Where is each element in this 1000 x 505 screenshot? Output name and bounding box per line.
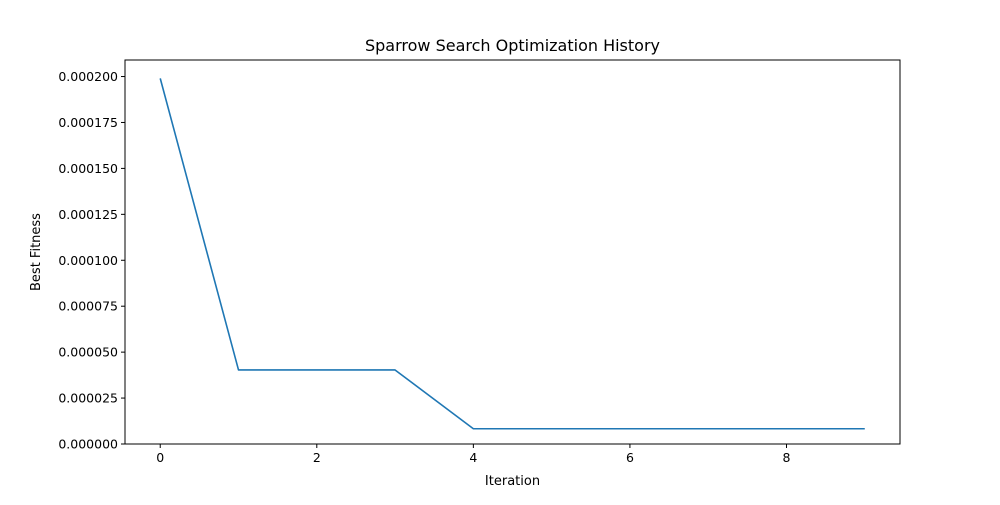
y-tick-label: 0.000100 [58, 253, 118, 268]
y-axis-label: Best Fitness [29, 213, 44, 291]
x-axis-ticks: 0 2 4 6 8 [156, 444, 791, 465]
plot-area [125, 60, 900, 444]
series-line [159, 78, 865, 430]
x-tick-label: 0 [156, 450, 164, 465]
y-tick-label: 0.000000 [58, 437, 118, 452]
x-tick-label: 2 [313, 450, 321, 465]
x-tick-label: 8 [783, 450, 791, 465]
y-tick-label: 0.000175 [58, 115, 118, 130]
y-tick-label: 0.000025 [58, 391, 118, 406]
plot-frame [124, 59, 901, 445]
x-axis-label: Iteration [485, 474, 540, 489]
x-tick-label: 6 [626, 450, 634, 465]
y-tick-label: 0.000125 [58, 207, 118, 222]
y-tick-label: 0.000200 [58, 69, 118, 84]
y-tick-label: 0.000050 [58, 345, 118, 360]
chart-title: Sparrow Search Optimization History [365, 36, 660, 55]
y-axis-ticks: 0.000000 0.000025 0.000050 0.000075 0.000100… [58, 69, 125, 452]
y-tick-label: 0.000150 [58, 161, 118, 176]
x-tick-label: 4 [469, 450, 477, 465]
y-tick-label: 0.000075 [58, 299, 118, 314]
series-layer [159, 78, 865, 430]
